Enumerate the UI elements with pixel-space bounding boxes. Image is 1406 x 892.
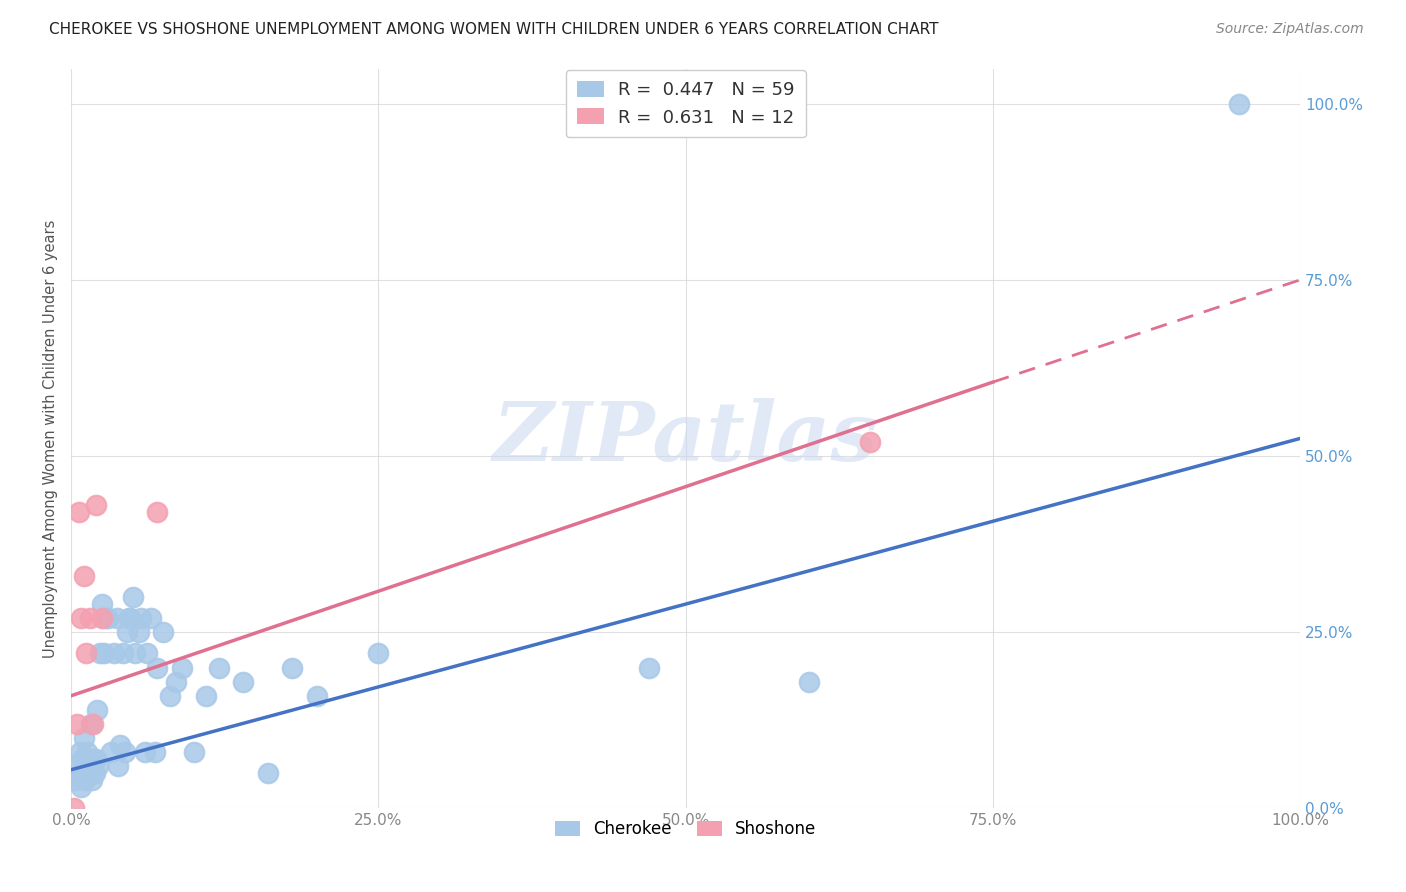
Point [91, 611, 114, 625]
Point [82, 752, 104, 766]
Point [80, 717, 103, 731]
Point [91, 597, 114, 611]
Point [141, 611, 163, 625]
Point [170, 660, 193, 674]
Point [257, 766, 280, 780]
Text: Source: ZipAtlas.com: Source: ZipAtlas.com [1216, 22, 1364, 37]
Point [72, 569, 94, 583]
Point [67, 766, 90, 780]
Point [70, 611, 93, 625]
Point [152, 625, 174, 640]
Point [307, 689, 329, 703]
Point [84, 499, 107, 513]
Point [103, 647, 125, 661]
Point [114, 745, 136, 759]
Point [134, 745, 156, 759]
Point [110, 738, 132, 752]
Point [136, 647, 159, 661]
Point [195, 689, 218, 703]
Point [637, 660, 659, 674]
Point [146, 506, 169, 520]
Point [86, 703, 108, 717]
Point [183, 745, 205, 759]
Point [63, 773, 86, 788]
Point [859, 435, 882, 450]
Point [367, 647, 389, 661]
Point [72, 766, 94, 780]
Point [94, 611, 117, 625]
Point [66, 759, 89, 773]
Point [115, 625, 138, 640]
Point [93, 647, 115, 661]
Point [97, 611, 120, 625]
Point [146, 660, 169, 674]
Point [87, 759, 110, 773]
Point [70, 780, 93, 795]
Point [82, 773, 104, 788]
Point [84, 752, 107, 766]
Point [83, 766, 105, 780]
Point [79, 759, 101, 773]
Point [797, 674, 820, 689]
Point [128, 625, 150, 640]
Point [105, 611, 128, 625]
Point [66, 717, 89, 731]
Point [100, 745, 122, 759]
Point [208, 660, 231, 674]
Point [165, 674, 187, 689]
Point [143, 745, 166, 759]
Point [281, 660, 304, 674]
Point [107, 759, 129, 773]
Y-axis label: Unemployment Among Women with Children Under 6 years: Unemployment Among Women with Children U… [44, 219, 58, 657]
Point [82, 717, 104, 731]
Point [73, 773, 96, 788]
Point [79, 611, 101, 625]
Point [72, 752, 94, 766]
Point [232, 674, 254, 689]
Legend: Cherokee, Shoshone: Cherokee, Shoshone [548, 814, 823, 845]
Point [67, 506, 90, 520]
Point [69, 745, 91, 759]
Point [111, 647, 134, 661]
Point [124, 647, 146, 661]
Point [1227, 96, 1250, 111]
Point [89, 647, 111, 661]
Point [121, 590, 143, 604]
Text: ZIPatlas: ZIPatlas [494, 399, 879, 478]
Text: CHEROKEE VS SHOSHONE UNEMPLOYMENT AMONG WOMEN WITH CHILDREN UNDER 6 YEARS CORREL: CHEROKEE VS SHOSHONE UNEMPLOYMENT AMONG … [49, 22, 939, 37]
Point [72, 731, 94, 745]
Point [62, 801, 84, 815]
Point [118, 611, 141, 625]
Point [120, 611, 142, 625]
Point [76, 745, 98, 759]
Point [159, 689, 181, 703]
Point [77, 766, 100, 780]
Point [131, 611, 153, 625]
Point [75, 759, 97, 773]
Point [75, 647, 97, 661]
